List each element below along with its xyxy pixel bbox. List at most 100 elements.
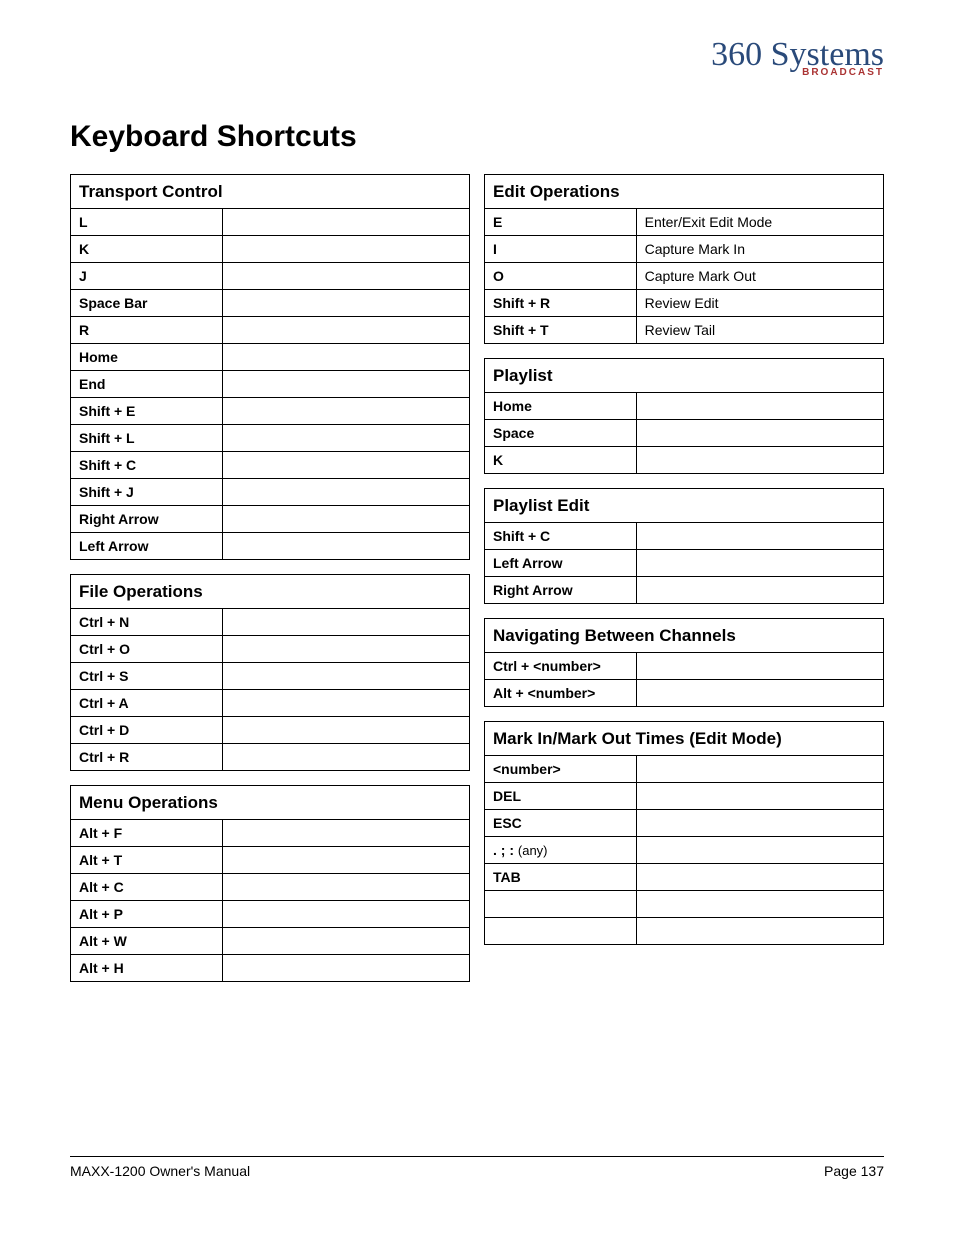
shortcut-desc [636,891,883,918]
shortcut-desc [636,756,883,783]
right-column: Edit OperationsEEnter/Exit Edit ModeICap… [484,174,884,959]
shortcut-desc: Capture Mark In [636,236,883,263]
shortcut-desc [222,928,469,955]
shortcut-desc [222,371,469,398]
shortcut-desc [222,955,469,982]
shortcut-key: Space Bar [71,290,223,317]
shortcut-key: Right Arrow [485,577,637,604]
shortcut-key: Alt + W [71,928,223,955]
shortcut-key: ESC [485,810,637,837]
table-row: Alt + H [71,955,470,982]
shortcut-key: I [485,236,637,263]
brand-logo: 360 Systems BROADCAST [711,40,884,78]
shortcut-table: Mark In/Mark Out Times (Edit Mode)<numbe… [484,721,884,945]
shortcut-desc [222,533,469,560]
shortcut-key: R [71,317,223,344]
shortcut-desc [636,393,883,420]
shortcut-desc [636,523,883,550]
shortcut-desc [222,636,469,663]
shortcut-desc [636,783,883,810]
shortcut-key: Shift + T [485,317,637,344]
shortcut-key: Shift + E [71,398,223,425]
table-row: Alt + W [71,928,470,955]
table-row: TAB [485,864,884,891]
shortcut-desc [636,577,883,604]
shortcut-key: Shift + J [71,479,223,506]
shortcut-desc: Capture Mark Out [636,263,883,290]
shortcut-desc [636,810,883,837]
table-row: Alt + T [71,847,470,874]
shortcut-desc [222,609,469,636]
shortcut-key: Shift + L [71,425,223,452]
shortcut-key: Shift + C [485,523,637,550]
table-row: ICapture Mark In [485,236,884,263]
table-row: ESC [485,810,884,837]
table-row: Alt + C [71,874,470,901]
shortcut-desc [636,680,883,707]
section-header: Navigating Between Channels [485,619,884,653]
shortcut-key: Left Arrow [71,533,223,560]
shortcut-key: Ctrl + D [71,717,223,744]
shortcut-key: Alt + P [71,901,223,928]
shortcut-key: Alt + F [71,820,223,847]
table-row: End [71,371,470,398]
section-header: Transport Control [71,175,470,209]
footer-left: MAXX-1200 Owner's Manual [70,1163,250,1179]
table-row: . ; : (any) [485,837,884,864]
section-header: Edit Operations [485,175,884,209]
shortcut-desc [222,398,469,425]
table-row: Right Arrow [71,506,470,533]
shortcut-desc [636,550,883,577]
table-row: R [71,317,470,344]
table-row: Ctrl + A [71,690,470,717]
shortcut-desc [222,425,469,452]
shortcut-key: Right Arrow [71,506,223,533]
table-row: EEnter/Exit Edit Mode [485,209,884,236]
shortcut-desc [636,864,883,891]
table-row: Shift + RReview Edit [485,290,884,317]
shortcut-key: Shift + C [71,452,223,479]
shortcut-key: Left Arrow [485,550,637,577]
left-column: Transport ControlLKJSpace BarRHomeEndShi… [70,174,470,996]
table-row: OCapture Mark Out [485,263,884,290]
table-row: Shift + E [71,398,470,425]
shortcut-key: Ctrl + O [71,636,223,663]
shortcut-key [485,918,637,945]
table-row: <number> [485,756,884,783]
shortcut-key: Alt + C [71,874,223,901]
section-header: Menu Operations [71,786,470,820]
shortcut-desc [222,820,469,847]
shortcut-key: <number> [485,756,637,783]
shortcut-table: Playlist EditShift + CLeft ArrowRight Ar… [484,488,884,604]
shortcut-desc [222,479,469,506]
shortcut-desc [222,847,469,874]
table-row: Home [71,344,470,371]
shortcut-desc [636,653,883,680]
table-row: Left Arrow [485,550,884,577]
shortcut-desc [222,317,469,344]
table-row: Home [485,393,884,420]
shortcut-key: J [71,263,223,290]
shortcut-key: O [485,263,637,290]
shortcut-table: Menu OperationsAlt + FAlt + TAlt + CAlt … [70,785,470,982]
table-row: Ctrl + <number> [485,653,884,680]
table-row: Space [485,420,884,447]
shortcut-key: K [485,447,637,474]
table-row: Shift + C [485,523,884,550]
table-row: Ctrl + O [71,636,470,663]
shortcut-table: PlaylistHomeSpaceK [484,358,884,474]
section-header: Mark In/Mark Out Times (Edit Mode) [485,722,884,756]
table-row: Right Arrow [485,577,884,604]
shortcut-key: Alt + H [71,955,223,982]
shortcut-key: . ; : (any) [485,837,637,864]
table-row [485,891,884,918]
shortcut-desc [222,452,469,479]
shortcut-key: Ctrl + R [71,744,223,771]
section-header: Playlist [485,359,884,393]
section-header: File Operations [71,575,470,609]
content-columns: Transport ControlLKJSpace BarRHomeEndShi… [70,174,884,996]
shortcut-desc [222,344,469,371]
shortcut-table: Navigating Between ChannelsCtrl + <numbe… [484,618,884,707]
shortcut-key: Shift + R [485,290,637,317]
shortcut-key: E [485,209,637,236]
